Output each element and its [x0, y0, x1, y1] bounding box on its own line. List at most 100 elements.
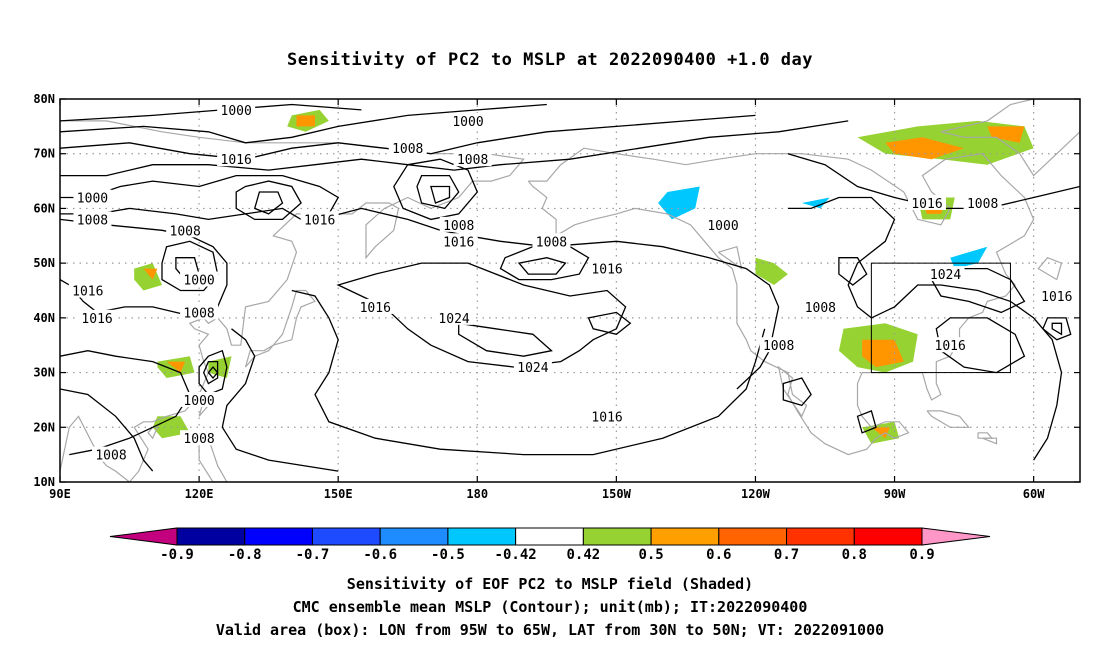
colorbar-high-arrow: [921, 527, 991, 546]
isobar: [60, 174, 340, 221]
colorbar-bin: [311, 527, 381, 546]
colorbar-level-label: -0.7: [296, 547, 330, 563]
sensitivity-patch: [871, 427, 890, 439]
coastline: [527, 147, 1035, 456]
coastlines: [60, 99, 1080, 482]
colorbar: -0.9 -0.8 -0.7 -0.6 -0.5 -0.42 0.42 0.5 0.6 0.7 0.…: [109, 527, 991, 563]
contour-label-bg: [68, 282, 107, 298]
lat-tick-label: 20N: [33, 420, 55, 434]
contour-label-bg: [704, 216, 742, 232]
isobar: [856, 410, 877, 434]
contour-label: 1016: [1041, 290, 1072, 305]
contour-label-bg: [435, 309, 474, 325]
isobar: [930, 267, 1026, 314]
coastline: [244, 289, 317, 368]
contour-label: 1000: [707, 219, 738, 234]
colorbar-bin: [176, 527, 246, 546]
lat-tick-label: 10N: [33, 475, 55, 489]
colorbar-level-label: 0.8: [842, 547, 867, 563]
contour-label-bg: [931, 337, 970, 353]
contour-label-bg: [388, 140, 427, 156]
contour-label: 1016: [304, 213, 335, 228]
coastline: [977, 432, 994, 439]
contour-label: 1008: [170, 224, 201, 239]
lon-tick-label: 150W: [602, 487, 632, 501]
sensitivity-patch: [755, 257, 788, 285]
isobar: [336, 262, 627, 368]
contour-label: 1024: [517, 361, 548, 376]
contour-label-bg: [92, 446, 130, 462]
colorbar-level-label: -0.9: [160, 547, 194, 563]
isobar: [393, 158, 479, 221]
colorbar-level-label: -0.5: [431, 547, 465, 563]
contour-label-bg: [356, 298, 395, 314]
contour-label: 1016: [443, 235, 474, 250]
sensitivity-patch: [950, 246, 988, 269]
contour-label: 1000: [221, 104, 252, 119]
lon-tick-label: 120W: [741, 487, 771, 501]
isobar: [782, 377, 812, 407]
contour-label: 1016: [72, 285, 103, 300]
sensitivity-shading: [134, 109, 1034, 444]
colorbar-bin: [786, 527, 855, 546]
colorbar-level-label: 0.5: [638, 547, 663, 563]
contour-label-bg: [926, 266, 965, 282]
contour-label-bg: [532, 233, 571, 249]
sensitivity-patch: [862, 339, 904, 368]
contour-label: 1008: [443, 219, 474, 234]
contour-label-bg: [73, 189, 112, 205]
isobar: [587, 311, 632, 336]
contour-label: 1000: [77, 191, 108, 206]
contour-label: 1000: [183, 394, 214, 409]
colorbar-level-label: -0.8: [228, 547, 262, 563]
colorbar-level-label: 0.7: [774, 547, 799, 563]
colorbar-bin: [853, 527, 923, 546]
isobar: [1051, 322, 1063, 336]
colorbar-level-label: -0.42: [495, 547, 537, 563]
coastline: [926, 410, 970, 428]
caption-contour: CMC ensemble mean MSLP (Contour); unit(m…: [292, 598, 808, 616]
coastline: [60, 120, 525, 482]
isobar: [458, 322, 553, 357]
lat-tick-label: 60N: [33, 201, 55, 215]
sensitivity-patch: [208, 356, 232, 378]
lon-tick-label: 120E: [185, 487, 214, 501]
contour-label-bg: [439, 233, 478, 249]
coastline: [718, 245, 743, 270]
isobar: [207, 366, 219, 380]
coastline: [147, 426, 159, 440]
contour-label: 1000: [183, 274, 214, 289]
sensitivity-patch: [801, 197, 830, 209]
sensitivity-patch: [658, 186, 700, 220]
caption-shading: Sensitivity of EOF PC2 to MSLP field (Sh…: [346, 575, 754, 593]
graticule: [60, 99, 1080, 482]
isobar: [430, 185, 451, 204]
colorbar-bin: [718, 527, 788, 546]
lon-tick-label: 180: [466, 487, 488, 501]
colorbar-bin: [650, 527, 720, 546]
coastline: [1037, 256, 1063, 281]
contour-label-bg: [180, 391, 219, 407]
lat-tick-label: 40N: [33, 311, 55, 325]
lon-tick-label: 60W: [1023, 487, 1045, 501]
contour-label: 1016: [221, 153, 252, 168]
colorbar-level-label: 0.9: [909, 547, 934, 563]
contour-label-bg: [963, 194, 1002, 210]
contour-label-bg: [513, 359, 552, 375]
contour-label-bg: [300, 211, 339, 227]
contour-label: 1008: [967, 197, 998, 212]
isobar: [416, 174, 460, 210]
contour-label: 1008: [536, 235, 567, 250]
isobar: [235, 180, 302, 221]
isobar: [291, 289, 766, 456]
contour-label: 1008: [183, 432, 214, 447]
lat-tick-label: 50N: [33, 256, 55, 270]
contour-label-bg: [908, 194, 946, 210]
colorbar-bin: [379, 527, 449, 546]
contour-label-bg: [180, 304, 219, 320]
colorbar-level-label: 0.6: [706, 547, 731, 563]
contour-label: 1024: [930, 268, 961, 283]
caption-valid-area: Valid area (box): LON from 95W to 65W, L…: [215, 621, 885, 639]
